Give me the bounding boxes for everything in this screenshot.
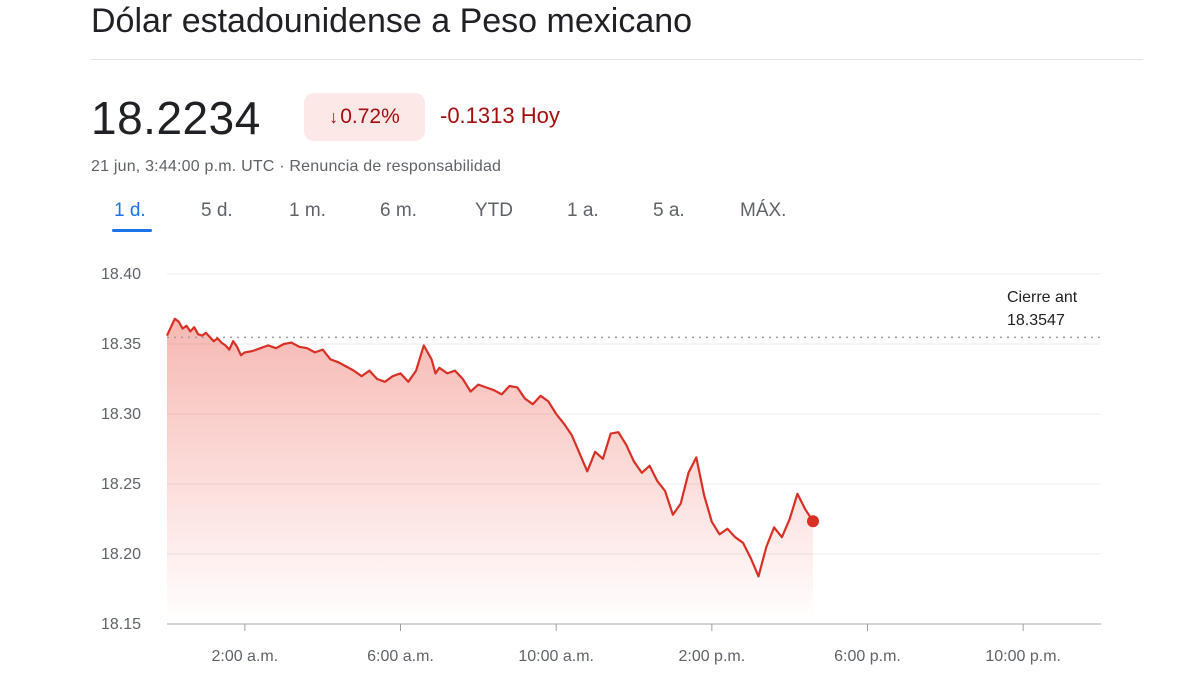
tab-max[interactable]: MÁX.: [740, 200, 787, 221]
header-divider: [91, 59, 1143, 60]
x-tick-label: 10:00 a.m.: [518, 648, 594, 665]
quote-timestamp: 21 jun, 3:44:00 p.m. UTC: [91, 158, 275, 175]
active-tab-underline: [112, 229, 152, 232]
tab-5a[interactable]: 5 a.: [653, 200, 685, 221]
current-price: 18.2234: [91, 92, 261, 144]
x-tick-label: 2:00 p.m.: [678, 648, 745, 665]
change-percent-badge: ↓ 0.72%: [304, 93, 425, 141]
tab-1a[interactable]: 1 a.: [567, 200, 599, 221]
disclaimer-link[interactable]: Renuncia de responsabilidad: [289, 158, 502, 175]
tab-1m[interactable]: 1 m.: [289, 200, 326, 221]
tab-6m[interactable]: 6 m.: [380, 200, 417, 221]
previous-close-label: Cierre ant: [1007, 289, 1078, 306]
y-tick-label: 18.40: [101, 266, 141, 283]
tab-ytd[interactable]: YTD: [475, 200, 513, 221]
previous-close-value: 18.3547: [1007, 312, 1065, 329]
y-tick-label: 18.15: [101, 616, 141, 633]
x-tick-label: 2:00 a.m.: [211, 648, 278, 665]
y-tick-label: 18.35: [101, 336, 141, 353]
x-tick-label: 10:00 p.m.: [985, 648, 1061, 665]
y-tick-label: 18.30: [101, 406, 141, 423]
y-tick-label: 18.25: [101, 476, 141, 493]
page-title: Dólar estadounidense a Peso mexicano: [91, 2, 693, 40]
y-tick-label: 18.20: [101, 546, 141, 563]
tab-5d[interactable]: 5 d.: [201, 200, 233, 221]
change-percent-value: 0.72%: [340, 105, 400, 128]
x-tick-label: 6:00 p.m.: [834, 648, 901, 665]
tab-1d[interactable]: 1 d.: [114, 200, 146, 221]
arrow-down-icon: ↓: [329, 106, 339, 127]
change-absolute: -0.1313 Hoy: [440, 103, 560, 128]
price-area: [167, 318, 813, 624]
x-tick-label: 6:00 a.m.: [367, 648, 434, 665]
current-price-dot: [807, 515, 820, 528]
quote-meta: 21 jun, 3:44:00 p.m. UTC · Renuncia de r…: [91, 158, 501, 176]
axis-labels: 18.40 18.35 18.30 18.25 18.20 18.15 2:00 a.m. 6…: [101, 266, 1061, 665]
price-line: [166, 317, 814, 578]
meta-separator: ·: [274, 158, 290, 175]
